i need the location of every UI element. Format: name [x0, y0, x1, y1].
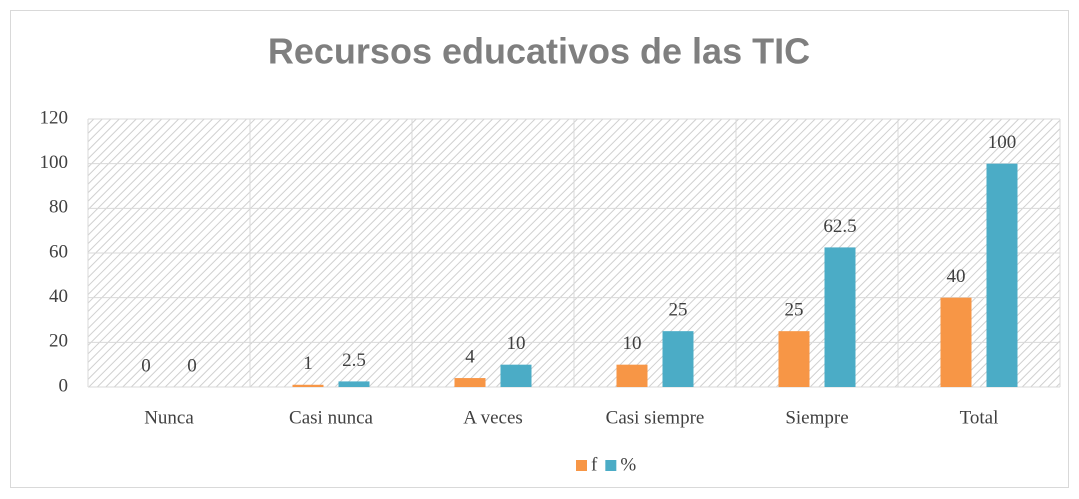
data-label: 100: [988, 132, 1017, 153]
data-label: 10: [507, 333, 526, 354]
data-label: 2.5: [342, 350, 366, 371]
chart-title: Recursos educativos de las TIC: [268, 31, 810, 72]
x-tick-label: Siempre: [785, 407, 848, 428]
bar: [778, 331, 810, 387]
bar: [338, 381, 370, 387]
legend-label: f: [591, 454, 598, 475]
y-tick-label: 100: [40, 152, 69, 173]
data-label: 1: [303, 353, 313, 374]
data-label: 25: [785, 300, 804, 321]
bar: [292, 384, 324, 387]
bar: [986, 163, 1018, 387]
x-tick-label: A veces: [463, 407, 523, 428]
data-label: 10: [623, 333, 642, 354]
data-label: 25: [669, 300, 688, 321]
x-tick-label: Casi nunca: [289, 407, 373, 428]
bar: [616, 364, 648, 387]
legend-swatch: [576, 460, 587, 471]
bar: [824, 247, 856, 387]
data-label: 62.5: [823, 216, 856, 237]
legend-swatch: [605, 460, 617, 471]
y-tick-label: 40: [49, 286, 68, 307]
data-label: 40: [947, 266, 966, 287]
y-tick-label: 60: [49, 241, 68, 262]
y-tick-label: 120: [40, 107, 69, 128]
y-tick-label: 20: [49, 331, 68, 352]
legend-label: %: [620, 454, 636, 475]
data-label: 0: [187, 355, 197, 376]
y-tick-label: 80: [49, 197, 68, 218]
x-tick-label: Total: [960, 407, 999, 428]
bar: [500, 364, 532, 387]
x-tick-label: Nunca: [144, 407, 194, 428]
y-tick-label: 0: [59, 375, 69, 396]
bar: [662, 331, 694, 387]
data-label: 4: [465, 346, 475, 367]
x-tick-label: Casi siempre: [606, 407, 705, 428]
bar: [940, 297, 972, 387]
bar: [454, 378, 486, 387]
data-label: 0: [141, 355, 151, 376]
